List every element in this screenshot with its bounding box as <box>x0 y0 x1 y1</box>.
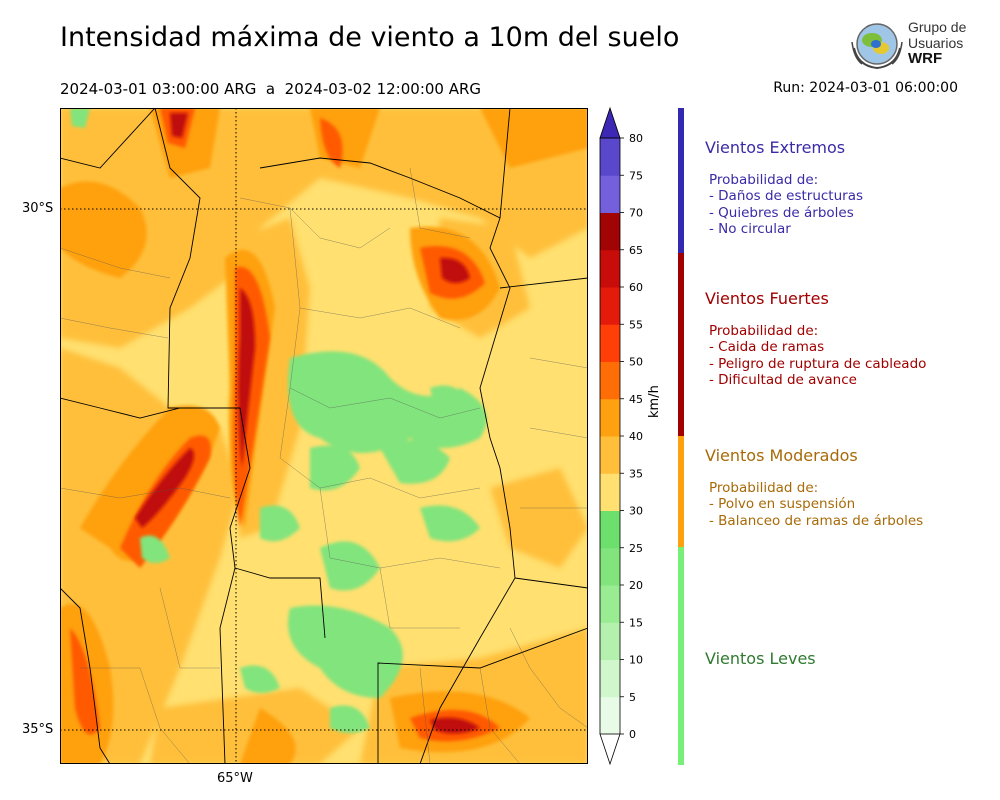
category-title: Vientos Fuertes <box>705 289 829 308</box>
colorbar-segment <box>600 287 620 325</box>
colorbar-unit: km/h <box>647 385 662 418</box>
wind-colorbar: 0 5 10 15 20 25 30 35 40 45 50 55 60 65 70 75 80 <box>599 106 643 766</box>
category-description-line: - Quiebres de árboles <box>709 204 854 221</box>
lat-label-30s: 30°S <box>22 201 54 216</box>
colorbar-tick-label: 35 <box>629 467 643 480</box>
category-title: Vientos Leves <box>705 649 816 668</box>
colorbar-segment <box>600 175 620 213</box>
category-description-line: - Balanceo de ramas de árboles <box>709 512 924 529</box>
category-description: Probabilidad de: - Daños de estructuras - … <box>709 172 863 237</box>
colorbar-segment <box>600 138 620 176</box>
colorbar-segment <box>600 622 620 660</box>
category-title: Vientos Moderados <box>705 446 858 465</box>
forecast-period: 2024-03-01 03:00:00 ARG a 2024-03-02 12:… <box>60 80 482 98</box>
colorbar-segment <box>600 473 620 511</box>
graticule <box>60 108 588 764</box>
category-description-line: - Peligro de ruptura de cableado <box>709 355 927 372</box>
grupo-usuarios-wrf-logo: Grupo de Usuarios WRF <box>848 18 978 74</box>
colorbar-tick-label: 60 <box>629 281 643 294</box>
colorbar-tick-label: 10 <box>629 654 643 667</box>
colorbar-segment <box>600 324 620 362</box>
category-description-line: - No circular <box>709 220 791 237</box>
logo-text-wrf: WRF <box>908 50 943 67</box>
wind-map <box>60 108 588 764</box>
category-description: Probabilidad de: - Polvo en suspensión - B… <box>709 480 923 529</box>
category-description-line: - Dificultad de avance <box>709 371 857 388</box>
map-frame <box>60 108 588 764</box>
category-description-line: - Polvo en suspensión <box>709 496 856 513</box>
colorbar-tick-label: 55 <box>629 318 643 331</box>
colorbar-tick-label: 40 <box>629 430 643 443</box>
department-borders <box>60 167 588 764</box>
colorbar-segment <box>600 361 620 400</box>
colorbar-tick-label: 45 <box>629 393 643 406</box>
colorbar-tick-label: 70 <box>629 207 643 220</box>
colorbar-segment <box>600 212 620 251</box>
category-bar <box>678 253 684 436</box>
colorbar-segment <box>600 547 620 586</box>
run-timestamp: Run: 2024-03-01 06:00:00 <box>773 80 958 96</box>
colorbar-tick-label: 15 <box>629 616 643 629</box>
category-description: Probabilidad de: - Caida de ramas - Peligr… <box>709 323 926 388</box>
colorbar-segment <box>600 696 620 735</box>
colorbar-segment <box>600 585 620 623</box>
logo-text-line1: Grupo de <box>908 19 967 35</box>
colorbar-tick-label: 50 <box>629 356 643 369</box>
category-description-line: - Caida de ramas <box>709 339 825 356</box>
map-title: Intensidad máxima de viento a 10m del su… <box>60 22 680 53</box>
colorbar-segment <box>600 398 620 437</box>
colorbar-segment <box>600 436 620 474</box>
category-bar <box>678 436 684 547</box>
colorbar-tick-label: 75 <box>629 169 643 182</box>
colorbar-tick-label: 65 <box>629 244 643 257</box>
category-bar <box>678 108 684 253</box>
category-title: Vientos Extremos <box>705 138 846 157</box>
globe-logo-icon <box>851 23 903 70</box>
colorbar-tick-label: 30 <box>629 505 643 518</box>
lat-label-35s: 35°S <box>22 722 54 737</box>
colorbar-tick-label: 80 <box>629 132 643 145</box>
category-description-line: - Daños de estructuras <box>709 188 864 205</box>
colorbar-tick-label: 20 <box>629 579 643 592</box>
colorbar-extend-high <box>599 106 621 139</box>
colorbar-tick-label: 0 <box>629 728 636 741</box>
colorbar-extend-low <box>599 733 621 766</box>
category-description-line: Probabilidad de: <box>709 480 819 496</box>
colorbar-segment <box>600 510 620 549</box>
category-description-line: Probabilidad de: <box>709 172 819 188</box>
category-description-line: Probabilidad de: <box>709 323 819 339</box>
category-bar <box>678 547 684 765</box>
logo-text-line2: Usuarios <box>908 35 964 51</box>
lon-label-65w: 65°W <box>217 771 253 786</box>
colorbar-segment <box>600 249 620 288</box>
colorbar-segment <box>600 659 620 698</box>
colorbar-tick-label: 5 <box>629 691 636 704</box>
wind-zone-light <box>70 108 487 733</box>
province-borders <box>60 108 588 764</box>
colorbar-tick-label: 25 <box>629 542 643 555</box>
